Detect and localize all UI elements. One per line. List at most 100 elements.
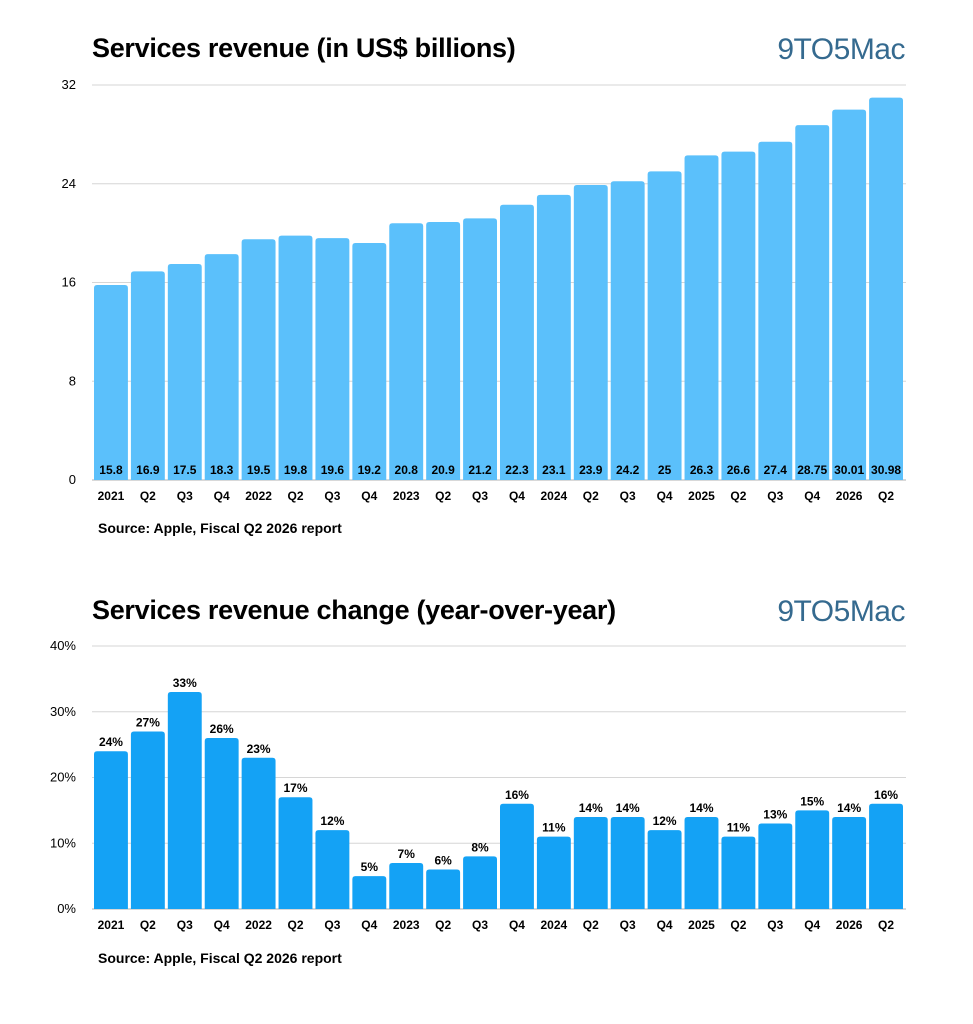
x-tick-label: Q3: [472, 489, 488, 503]
data-label: 15%: [800, 794, 824, 808]
data-label: 19.2: [358, 463, 382, 477]
data-label: 17.5: [173, 463, 197, 477]
bar: [130, 731, 165, 909]
data-label: 13%: [763, 808, 787, 822]
chart-title: Services revenue (in US$ billions): [92, 33, 516, 63]
bar: [758, 823, 793, 909]
x-tick-label: 2025: [688, 489, 715, 503]
data-label: 21.2: [468, 463, 492, 477]
y-tick-label: 8: [69, 373, 76, 388]
bar: [278, 797, 313, 909]
bar: [463, 218, 497, 480]
x-tick-label: Q4: [214, 489, 230, 503]
data-label: 11%: [727, 821, 751, 835]
data-label: 28.75: [797, 463, 827, 477]
data-label: 30.01: [834, 463, 864, 477]
data-label: 5%: [361, 860, 379, 874]
y-tick-label: 0: [69, 472, 76, 487]
data-label: 15.8: [99, 463, 123, 477]
data-label: 23.1: [542, 463, 566, 477]
bar: [500, 803, 534, 909]
x-tick-label: Q3: [767, 489, 783, 503]
bar: [721, 151, 756, 480]
y-tick-label: 20%: [50, 770, 76, 785]
data-label: 27.4: [764, 463, 788, 477]
x-tick-label: Q2: [583, 918, 599, 932]
x-tick-label: Q3: [620, 489, 636, 503]
x-tick-label: Q4: [657, 918, 673, 932]
data-label: 23%: [247, 742, 271, 756]
x-tick-label: Q4: [657, 489, 673, 503]
bar: [536, 194, 571, 480]
bar: [130, 271, 165, 480]
x-tick-label: Q4: [361, 918, 377, 932]
data-label: 11%: [542, 821, 566, 835]
data-label: 26.6: [727, 463, 751, 477]
x-tick-label: Q4: [804, 489, 820, 503]
x-tick-label: Q4: [361, 489, 377, 503]
y-tick-label: 24: [62, 176, 76, 191]
bar: [647, 830, 682, 909]
bar: [241, 239, 276, 480]
x-tick-label: Q2: [878, 489, 894, 503]
data-label: 16.9: [136, 463, 160, 477]
x-tick-label: Q2: [140, 918, 156, 932]
bar: [463, 856, 497, 909]
data-label: 24.2: [616, 463, 640, 477]
bar: [869, 97, 903, 480]
x-tick-label: 2024: [541, 489, 568, 503]
bar: [500, 204, 534, 480]
data-label: 23.9: [579, 463, 603, 477]
data-label: 19.8: [284, 463, 308, 477]
x-tick-label: Q3: [177, 918, 193, 932]
x-tick-label: Q4: [804, 918, 820, 932]
bar: [869, 803, 903, 909]
bar: [610, 181, 645, 480]
bar: [352, 876, 387, 909]
x-tick-label: 2022: [245, 489, 272, 503]
bar: [389, 862, 424, 909]
bar: [315, 830, 350, 909]
data-label: 20.9: [431, 463, 455, 477]
bar: [721, 836, 756, 909]
data-label: 26.3: [690, 463, 714, 477]
data-label: 16%: [874, 788, 898, 802]
data-label: 22.3: [505, 463, 529, 477]
brand-logo: 9TO5Mac: [777, 595, 905, 628]
bar: [795, 810, 830, 909]
x-tick-label: 2025: [688, 918, 715, 932]
x-tick-label: 2021: [98, 918, 125, 932]
bar: [167, 692, 202, 909]
x-tick-label: 2021: [98, 489, 125, 503]
x-tick-label: 2026: [836, 918, 863, 932]
data-label: 19.5: [247, 463, 271, 477]
data-label: 19.6: [321, 463, 345, 477]
y-tick-label: 10%: [50, 835, 76, 850]
x-tick-label: Q2: [730, 489, 746, 503]
bar: [315, 238, 350, 480]
x-tick-label: Q4: [509, 918, 525, 932]
bar: [795, 125, 830, 480]
x-tick-label: 2022: [245, 918, 272, 932]
data-label: 12%: [653, 814, 677, 828]
x-tick-label: Q3: [324, 489, 340, 503]
x-tick-label: 2024: [541, 918, 568, 932]
yoy-change-chart-plot: 0% 10% 20% 30% 40% 24% 2021 27% Q2 33% Q3 26% Q4 23% 2…: [50, 638, 906, 932]
x-tick-label: Q3: [324, 918, 340, 932]
x-tick-label: Q2: [583, 489, 599, 503]
y-tick-label: 40%: [50, 638, 76, 653]
bar: [573, 184, 608, 480]
bar: [647, 171, 682, 480]
data-label: 33%: [173, 676, 197, 690]
y-tick-label: 0%: [57, 901, 76, 916]
data-label: 26%: [210, 722, 234, 736]
x-tick-label: Q3: [620, 918, 636, 932]
bar: [94, 751, 128, 909]
x-tick-label: 2023: [393, 489, 420, 503]
bar: [684, 816, 719, 909]
bar: [167, 263, 202, 480]
x-tick-label: 2023: [393, 918, 420, 932]
x-tick-label: Q2: [140, 489, 156, 503]
x-tick-label: Q2: [878, 918, 894, 932]
bar: [573, 816, 608, 909]
